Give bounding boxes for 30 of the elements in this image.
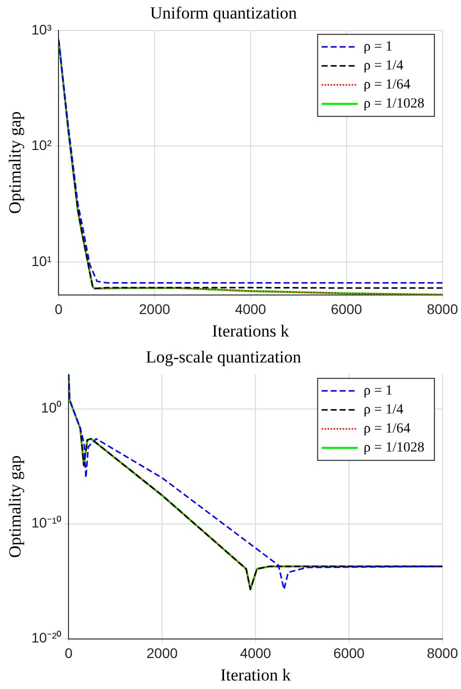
chart-title: Uniform quantization [150,4,298,23]
y-tick-label: 10³ [31,21,52,38]
legend-label: ρ = 1 [364,40,393,55]
x-tick-label: 0 [64,645,73,662]
legend-label: ρ = 1/4 [364,58,404,74]
x-tick-label: 2000 [146,645,178,662]
x-axis-title: Iteration k [220,665,292,684]
x-tick-label: 4000 [240,645,272,662]
x-tick-label: 2000 [139,301,170,318]
legend-label: ρ = 1 [364,384,393,399]
x-tick-label: 4000 [234,301,266,318]
legend-label: ρ = 1/1028 [364,440,424,456]
y-axis-title: Optimality gap [6,111,25,214]
x-tick-label: 0 [54,301,63,318]
y-tick-label: 10⁻¹⁰ [31,514,62,531]
legend-label: ρ = 1/4 [364,402,404,418]
x-axis-title: Iterations k [212,321,290,340]
x-tick-label: 8000 [426,301,458,318]
y-tick-label: 10⁰ [41,400,62,416]
x-tick-label: 6000 [333,645,365,662]
chart-title: Log-scale quantization [146,348,302,367]
x-tick-label: 8000 [426,645,458,662]
legend-label: ρ = 1/1028 [364,96,424,112]
y-axis-title: Optimality gap [6,455,25,558]
y-tick-label: 10⁻²⁰ [31,630,62,646]
legend-label: ρ = 1/64 [364,422,410,437]
y-tick-label: 10¹ [31,252,52,269]
y-tick-label: 10² [31,137,52,154]
x-tick-label: 6000 [330,301,362,318]
legend-label: ρ = 1/64 [364,78,410,93]
